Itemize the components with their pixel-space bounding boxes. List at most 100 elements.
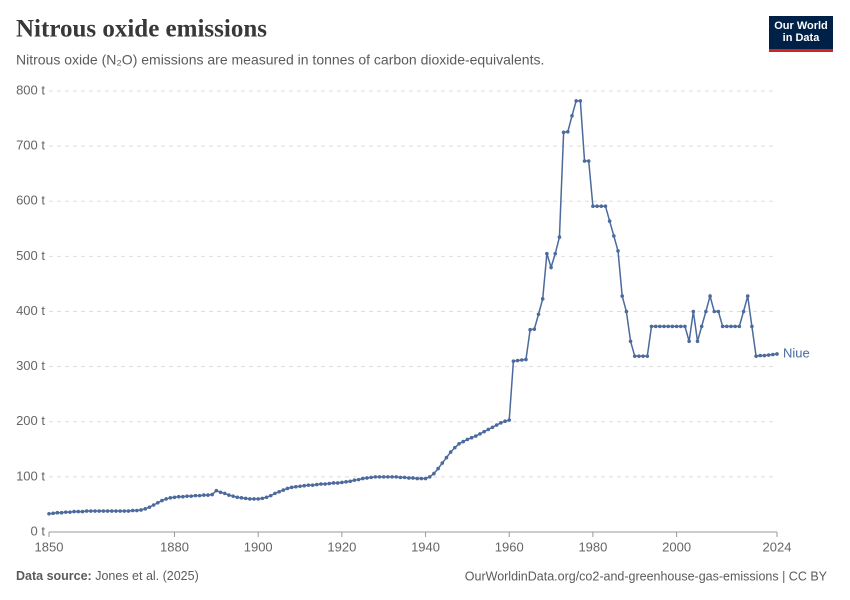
logo[interactable]: Our World in Data (769, 16, 833, 52)
data-point (239, 496, 244, 500)
data-point (415, 476, 419, 481)
data-point (365, 476, 369, 480)
data-point (310, 483, 315, 487)
data-point (193, 493, 198, 498)
data-point (478, 432, 482, 436)
data-point (691, 309, 696, 314)
data-point (419, 476, 424, 481)
x-tick-label: 1920 (327, 539, 356, 554)
data-point (653, 324, 658, 329)
data-point (369, 475, 373, 480)
data-point (126, 509, 131, 513)
data-point (553, 251, 558, 256)
data-point (105, 509, 110, 513)
x-tick-label: 2024 (763, 539, 792, 554)
data-point (143, 507, 148, 511)
data-point (323, 482, 327, 486)
data-point (733, 324, 737, 329)
data-point (515, 358, 520, 363)
data-point (473, 434, 478, 438)
x-tick-label: 1850 (35, 539, 64, 554)
data-point (670, 324, 675, 329)
data-point (750, 324, 754, 329)
data-point (561, 130, 566, 135)
data-point (570, 114, 574, 118)
data-point (628, 339, 633, 344)
data-point (189, 494, 194, 498)
data-point (519, 358, 524, 362)
data-point (545, 251, 549, 256)
data-point (281, 488, 286, 492)
data-point (147, 505, 152, 509)
data-point (528, 327, 532, 332)
data-point (185, 494, 189, 498)
data-point (139, 508, 143, 512)
data-point (754, 354, 758, 358)
data-point (432, 471, 436, 476)
source-url[interactable]: OurWorldinData.org/co2-and-greenhouse-ga… (465, 569, 828, 583)
data-point (256, 497, 260, 501)
data-point (745, 294, 750, 298)
data-point (758, 353, 763, 358)
data-point (574, 99, 578, 103)
data-point (109, 509, 114, 513)
data-point (114, 509, 118, 513)
data-point (273, 491, 277, 496)
data-point (222, 491, 227, 496)
data-point (678, 324, 683, 329)
data-point (427, 475, 432, 479)
data-point (557, 235, 562, 239)
data-point (499, 421, 503, 425)
data-point (314, 482, 319, 487)
data-point (407, 476, 411, 480)
data-point (398, 475, 403, 480)
data-point (457, 442, 461, 446)
data-point (319, 482, 323, 486)
data-point (708, 294, 712, 298)
data-point (566, 129, 570, 134)
data-point (641, 354, 645, 358)
data-point (373, 475, 378, 479)
x-tick-label: 2000 (662, 539, 691, 554)
data-point (390, 475, 394, 479)
data-point (151, 503, 156, 507)
chart-subtitle: Nitrous oxide (N₂O) emissions are measur… (16, 52, 544, 68)
data-point (599, 204, 604, 209)
data-point (582, 159, 587, 163)
source-text: Jones et al. (2025) (95, 569, 199, 583)
data-point (649, 324, 654, 329)
x-tick-label: 1900 (244, 539, 273, 554)
data-point (302, 483, 307, 488)
data-point (155, 500, 160, 505)
data-point (603, 204, 608, 209)
data-point (612, 234, 616, 238)
y-tick-label: 200 t (16, 413, 45, 428)
data-point (586, 159, 591, 163)
y-tick-label: 500 t (16, 248, 45, 263)
logo-box (769, 16, 833, 52)
data-point (591, 204, 595, 209)
data-point (210, 492, 214, 497)
y-tick-label: 400 t (16, 303, 45, 318)
data-point (386, 475, 390, 479)
data-point (699, 324, 704, 329)
data-point (507, 418, 512, 422)
data-point (377, 475, 382, 479)
data-point (306, 483, 311, 487)
data-point (335, 481, 340, 485)
x-tick-label: 1960 (495, 539, 524, 554)
data-point (118, 509, 122, 513)
data-point (666, 324, 671, 329)
data-point (55, 510, 60, 515)
data-point (264, 495, 269, 500)
data-point (645, 354, 650, 358)
logo-stripe (769, 49, 833, 52)
data-point (536, 312, 541, 317)
data-point (762, 353, 767, 358)
data-point (298, 484, 302, 489)
data-point (130, 508, 135, 513)
data-point (448, 450, 453, 454)
data-point (356, 477, 361, 482)
source: Data source: Jones et al. (2025) (16, 569, 199, 583)
